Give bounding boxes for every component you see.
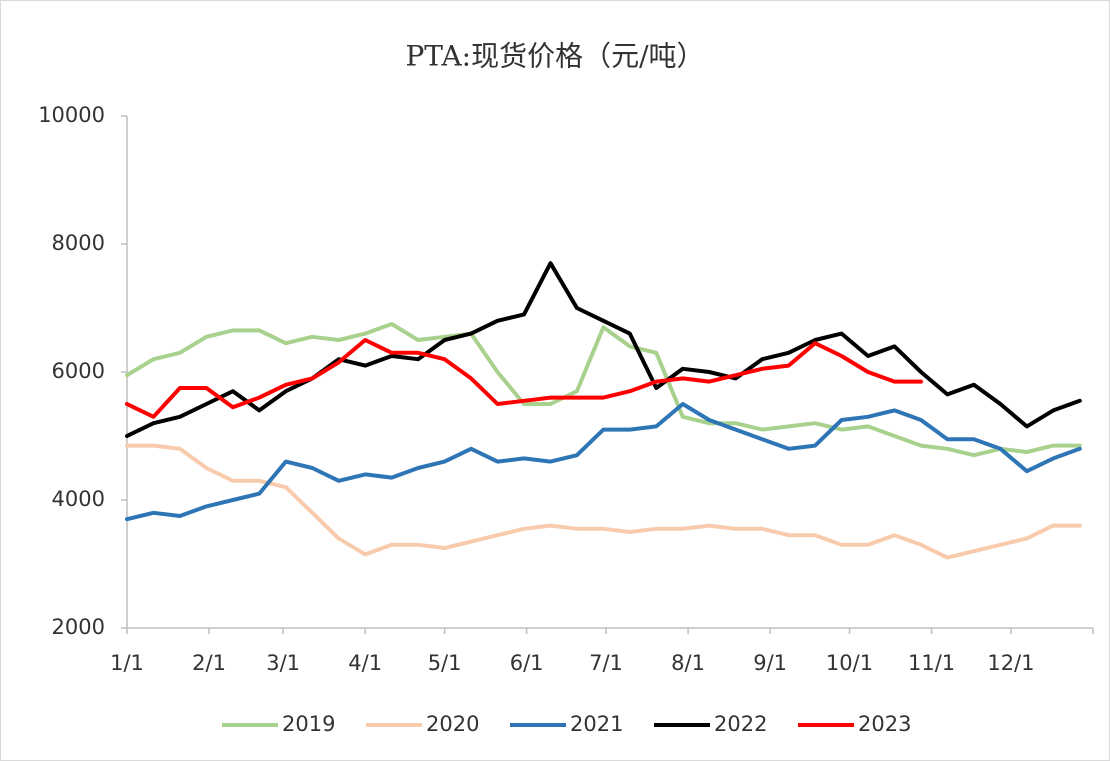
legend-label: 2023 (858, 712, 911, 736)
y-tick-label: 8000 (52, 231, 105, 255)
series-line (125, 322, 1082, 458)
legend-label: 2021 (570, 712, 623, 736)
chart-title: PTA:现货价格（元/吨） (405, 40, 704, 73)
y-tick-label: 6000 (52, 359, 105, 383)
series-line (125, 402, 1082, 522)
series-line (125, 338, 923, 419)
x-tick-label: 9/1 (753, 651, 787, 675)
x-tick-label: 12/1 (987, 651, 1034, 675)
x-tick-label: 2/1 (192, 651, 226, 675)
x-tick-label: 8/1 (671, 651, 705, 675)
legend-label: 2020 (426, 712, 479, 736)
x-tick-label: 1/1 (110, 651, 144, 675)
x-tick-label: 7/1 (589, 651, 623, 675)
legend-label: 2019 (282, 712, 335, 736)
x-tick-label: 11/1 (908, 651, 955, 675)
y-tick-label: 2000 (52, 615, 105, 639)
x-tick-label: 4/1 (348, 651, 382, 675)
series-line (125, 261, 1082, 438)
x-tick-label: 10/1 (826, 651, 873, 675)
series-line (125, 443, 1082, 560)
y-tick-label: 10000 (38, 103, 105, 127)
x-tick-label: 5/1 (428, 651, 462, 675)
x-tick-label: 3/1 (266, 651, 300, 675)
x-tick-label: 6/1 (510, 651, 544, 675)
legend-label: 2022 (714, 712, 767, 736)
y-tick-label: 4000 (52, 487, 105, 511)
